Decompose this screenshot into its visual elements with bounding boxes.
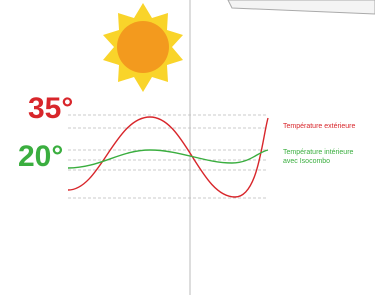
high-temp: 35° — [28, 92, 73, 125]
legend-indoor: avec Isocombo — [283, 158, 330, 165]
low-temp: 20° — [18, 140, 63, 173]
infographic: 35° 20° Température extérieure Températu… — [0, 0, 375, 295]
legend-indoor: Température intérieure — [283, 149, 354, 156]
legend-outdoor: Température extérieure — [283, 123, 355, 130]
